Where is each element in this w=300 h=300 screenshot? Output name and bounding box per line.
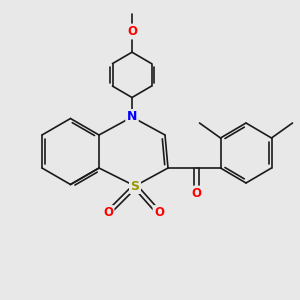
Text: N: N bbox=[127, 110, 137, 124]
Text: S: S bbox=[130, 179, 140, 193]
Text: O: O bbox=[191, 187, 202, 200]
Text: O: O bbox=[154, 206, 164, 220]
Text: O: O bbox=[127, 25, 137, 38]
Text: O: O bbox=[103, 206, 113, 220]
